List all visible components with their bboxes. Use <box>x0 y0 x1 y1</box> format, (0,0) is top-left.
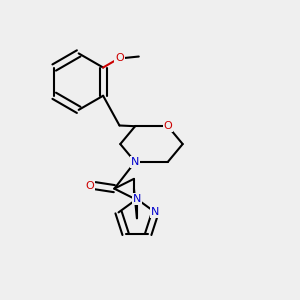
Text: N: N <box>131 157 139 167</box>
Text: N: N <box>151 207 160 218</box>
Text: O: O <box>85 181 94 191</box>
Text: O: O <box>115 53 124 63</box>
Text: N: N <box>133 194 141 204</box>
Text: O: O <box>164 121 172 131</box>
